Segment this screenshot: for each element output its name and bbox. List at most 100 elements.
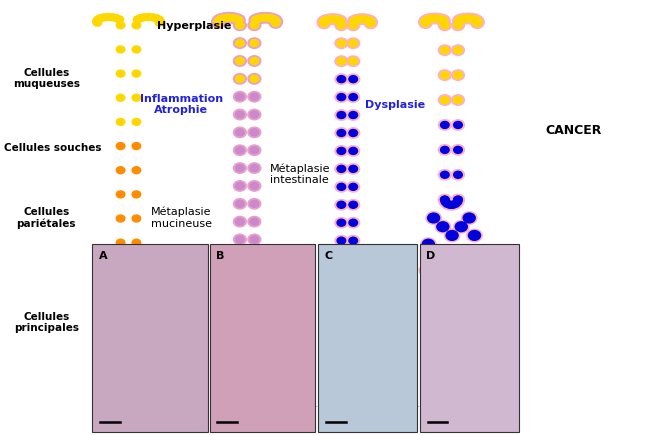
Ellipse shape xyxy=(449,198,462,209)
FancyBboxPatch shape xyxy=(92,244,208,432)
Ellipse shape xyxy=(233,181,246,191)
Ellipse shape xyxy=(233,324,246,334)
Ellipse shape xyxy=(358,16,366,23)
Ellipse shape xyxy=(142,405,151,408)
Ellipse shape xyxy=(364,17,372,24)
Ellipse shape xyxy=(335,56,348,66)
Ellipse shape xyxy=(337,255,346,262)
Ellipse shape xyxy=(132,336,141,343)
Ellipse shape xyxy=(326,14,339,24)
Ellipse shape xyxy=(93,17,101,24)
Ellipse shape xyxy=(437,16,445,23)
Ellipse shape xyxy=(212,16,225,27)
Ellipse shape xyxy=(250,111,259,118)
Ellipse shape xyxy=(454,96,463,103)
Ellipse shape xyxy=(233,92,246,102)
Ellipse shape xyxy=(248,359,261,370)
Ellipse shape xyxy=(233,109,246,120)
Ellipse shape xyxy=(335,235,348,246)
Text: Cellules
pariétales: Cellules pariétales xyxy=(16,207,76,229)
Ellipse shape xyxy=(248,109,261,120)
Ellipse shape xyxy=(419,264,435,276)
Ellipse shape xyxy=(255,13,268,23)
Ellipse shape xyxy=(473,266,484,275)
Ellipse shape xyxy=(248,38,261,48)
FancyBboxPatch shape xyxy=(420,244,519,432)
Ellipse shape xyxy=(116,94,125,101)
Text: H. pylori: H. pylori xyxy=(118,379,159,388)
Ellipse shape xyxy=(349,255,358,262)
Ellipse shape xyxy=(335,403,344,406)
Ellipse shape xyxy=(248,198,261,209)
Text: Cellules
principales: Cellules principales xyxy=(14,312,78,334)
Ellipse shape xyxy=(349,365,357,372)
Ellipse shape xyxy=(441,257,453,266)
Ellipse shape xyxy=(116,287,125,294)
Ellipse shape xyxy=(335,38,348,48)
Ellipse shape xyxy=(250,200,259,207)
Ellipse shape xyxy=(441,122,449,129)
Ellipse shape xyxy=(233,252,246,262)
Ellipse shape xyxy=(318,16,331,26)
Ellipse shape xyxy=(438,292,450,301)
Ellipse shape xyxy=(156,17,164,24)
Ellipse shape xyxy=(233,38,246,48)
Ellipse shape xyxy=(454,47,463,54)
Ellipse shape xyxy=(257,14,266,21)
Ellipse shape xyxy=(233,359,246,370)
Ellipse shape xyxy=(263,13,276,23)
Ellipse shape xyxy=(114,403,123,406)
Ellipse shape xyxy=(438,20,451,31)
Ellipse shape xyxy=(335,343,348,354)
FancyBboxPatch shape xyxy=(318,244,417,432)
Ellipse shape xyxy=(349,219,358,226)
Ellipse shape xyxy=(116,143,125,150)
Ellipse shape xyxy=(236,236,244,243)
Ellipse shape xyxy=(250,325,259,332)
Ellipse shape xyxy=(233,341,246,352)
Ellipse shape xyxy=(217,15,226,22)
Ellipse shape xyxy=(345,365,357,375)
Ellipse shape xyxy=(347,200,360,210)
Ellipse shape xyxy=(470,283,482,293)
Ellipse shape xyxy=(236,58,244,65)
Ellipse shape xyxy=(350,17,358,24)
Ellipse shape xyxy=(441,47,449,54)
Ellipse shape xyxy=(362,15,375,25)
Ellipse shape xyxy=(250,307,259,314)
Ellipse shape xyxy=(451,194,465,205)
Ellipse shape xyxy=(132,215,141,222)
Text: H. pylori: H. pylori xyxy=(337,379,378,388)
Ellipse shape xyxy=(441,198,449,205)
Ellipse shape xyxy=(236,111,244,118)
Ellipse shape xyxy=(350,15,362,25)
Ellipse shape xyxy=(426,212,442,224)
Ellipse shape xyxy=(349,309,358,316)
Ellipse shape xyxy=(236,129,244,136)
Ellipse shape xyxy=(242,405,251,408)
Ellipse shape xyxy=(335,325,348,336)
Ellipse shape xyxy=(362,405,372,408)
Ellipse shape xyxy=(155,16,163,23)
Ellipse shape xyxy=(435,221,451,233)
Ellipse shape xyxy=(250,343,259,350)
Ellipse shape xyxy=(469,231,480,240)
Ellipse shape xyxy=(152,15,161,22)
Ellipse shape xyxy=(339,367,348,374)
Ellipse shape xyxy=(236,218,244,225)
Ellipse shape xyxy=(428,13,441,24)
Ellipse shape xyxy=(349,345,358,352)
Ellipse shape xyxy=(269,15,281,25)
Ellipse shape xyxy=(250,40,259,47)
Ellipse shape xyxy=(446,200,459,210)
Ellipse shape xyxy=(236,200,244,207)
Ellipse shape xyxy=(214,20,223,27)
Ellipse shape xyxy=(112,15,121,22)
Ellipse shape xyxy=(347,128,360,138)
Ellipse shape xyxy=(243,365,255,375)
Ellipse shape xyxy=(221,14,229,21)
Text: Inflammation
Atrophie: Inflammation Atrophie xyxy=(140,94,223,116)
Ellipse shape xyxy=(451,95,465,105)
Ellipse shape xyxy=(236,307,244,314)
Ellipse shape xyxy=(353,14,366,24)
